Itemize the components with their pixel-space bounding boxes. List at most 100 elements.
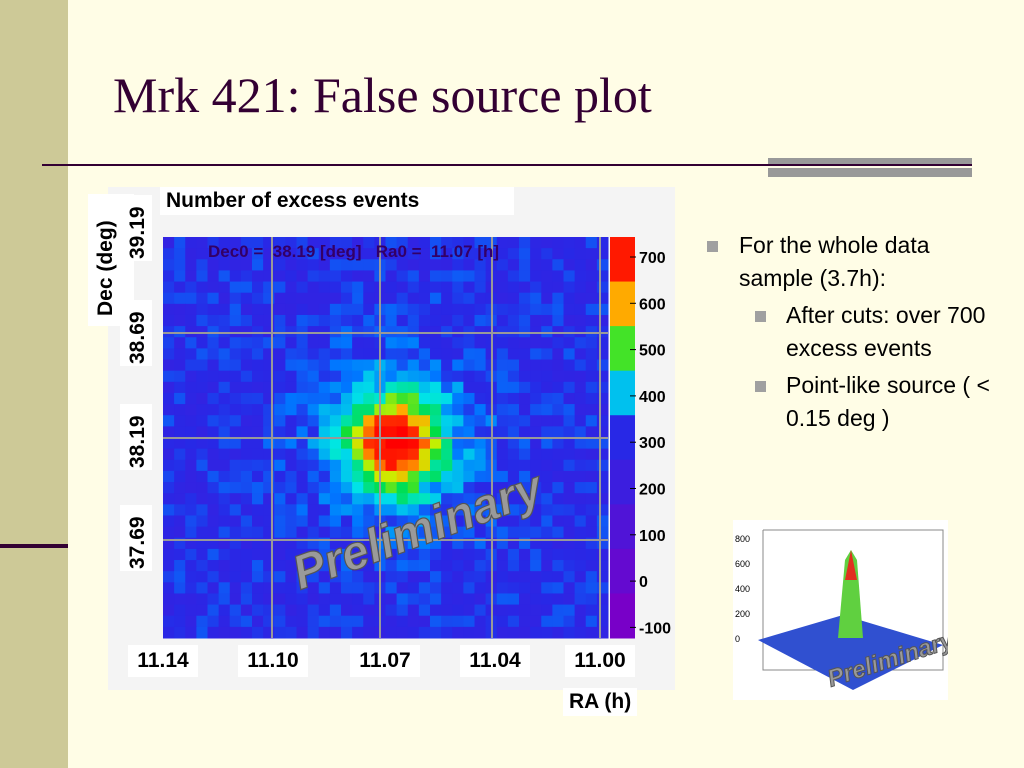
- y-tick-label-box: 37.69: [120, 505, 152, 571]
- heatmap-cell: [296, 292, 309, 305]
- heatmap-cell: [541, 560, 553, 572]
- heatmap-cell: [174, 326, 186, 338]
- heatmap-cell: [207, 526, 220, 539]
- heatmap-cell: [341, 470, 353, 483]
- heatmap-cell: [441, 337, 453, 349]
- heatmap-cell: [519, 392, 531, 405]
- heatmap-cell: [218, 359, 231, 372]
- heatmap-cell: [285, 571, 297, 583]
- inset-z-label: 200: [735, 609, 750, 619]
- heatmap-cell: [285, 459, 297, 472]
- heatmap-cell: [541, 281, 553, 294]
- heatmap-cell: [285, 504, 297, 516]
- heatmap-cell: [363, 515, 375, 528]
- heatmap-cell: [563, 237, 576, 249]
- heatmap-cell: [541, 415, 553, 427]
- heatmap-cell: [530, 326, 542, 338]
- heatmap-cell: [452, 314, 464, 327]
- heatmap-cell: [463, 560, 475, 572]
- heatmap-cell: [207, 370, 220, 383]
- heatmap-cell: [441, 582, 453, 594]
- heatmap-cell: [163, 326, 175, 338]
- heatmap-cell: [274, 448, 286, 461]
- heatmap-cell: [163, 548, 175, 561]
- heatmap-cell: [474, 370, 487, 383]
- heatmap-cell: [174, 493, 186, 505]
- heatmap-cell: [163, 515, 175, 528]
- heatmap-cell: [174, 482, 186, 494]
- heatmap-cell: [563, 348, 576, 361]
- heatmap-cell: [574, 515, 587, 528]
- inset-z-label: 600: [735, 559, 750, 569]
- heatmap-cell: [296, 548, 309, 561]
- heatmap-cell: [474, 426, 487, 438]
- heatmap-cell: [441, 571, 453, 583]
- heatmap-cell: [530, 482, 542, 494]
- heatmap-cell: [541, 459, 553, 472]
- heatmap-cell: [396, 404, 409, 416]
- heatmap-cell: [452, 548, 464, 561]
- y-tick-label-box: 38.19: [120, 404, 152, 470]
- heatmap-cell: [196, 615, 208, 628]
- heatmap-cell: [296, 259, 309, 271]
- heatmap-cell: [519, 415, 531, 427]
- heatmap-cell: [430, 404, 442, 416]
- heatmap-cell: [496, 259, 509, 271]
- heatmap-cell: [229, 281, 242, 294]
- heatmap-cell: [552, 237, 564, 249]
- heatmap-cell: [363, 248, 375, 260]
- heatmap-cell: [329, 626, 342, 639]
- heatmap-cell: [196, 604, 208, 617]
- heatmap-cell: [296, 560, 309, 572]
- heatmap-cell: [163, 537, 175, 550]
- heatmap-cell: [207, 270, 220, 283]
- heatmap-cell: [218, 326, 231, 338]
- heatmap-cell: [174, 314, 186, 327]
- heatmap-cell: [285, 582, 297, 594]
- heatmap-cell: [452, 582, 464, 594]
- heatmap-cell: [452, 493, 464, 505]
- heatmap-cell: [185, 493, 197, 505]
- heatmap-cell: [430, 548, 442, 561]
- heatmap-cell: [441, 303, 453, 316]
- heatmap-cell: [396, 437, 409, 450]
- heatmap-cell: [463, 626, 475, 639]
- heatmap-cell: [407, 548, 420, 561]
- heatmap-cell: [385, 482, 398, 494]
- heatmap-cell: [507, 270, 520, 283]
- heatmap-cell: [196, 237, 208, 249]
- heatmap-cell: [196, 248, 208, 260]
- heatmap-cell: [229, 571, 242, 583]
- heatmap-cell: [207, 437, 220, 450]
- heatmap-cell: [585, 604, 598, 617]
- heatmap-cell: [552, 248, 564, 260]
- y-tick-label-box: 38.69: [120, 300, 152, 366]
- heatmap-cell: [263, 404, 275, 416]
- side-rule: [0, 544, 68, 548]
- heatmap-cell: [207, 314, 220, 327]
- heatmap-cell: [430, 448, 442, 461]
- heatmap-cell: [596, 470, 609, 483]
- heatmap-cell: [563, 526, 576, 539]
- heatmap-cell: [385, 604, 398, 617]
- heatmap-cell: [252, 337, 264, 349]
- heatmap-cell: [552, 470, 564, 483]
- heatmap-cell: [263, 615, 275, 628]
- heatmap-cell: [452, 448, 464, 461]
- heatmap-cell: [552, 392, 564, 405]
- heatmap-cell: [407, 303, 420, 316]
- heatmap-cell: [519, 292, 531, 305]
- heatmap-cell: [196, 392, 208, 405]
- heatmap-cell: [285, 470, 297, 483]
- heatmap-cell: [352, 237, 364, 249]
- heatmap-cell: [163, 448, 175, 461]
- heatmap-cell: [596, 259, 609, 271]
- sub-bullet: Point-like source ( < 0.15 deg ): [739, 369, 1006, 435]
- heatmap-cell: [396, 526, 409, 539]
- heatmap-cell: [596, 437, 609, 450]
- heatmap-cell: [341, 571, 353, 583]
- heatmap-cell: [196, 459, 208, 472]
- heatmap-cell: [263, 593, 275, 606]
- heatmap-cell: [341, 326, 353, 338]
- heatmap-cell: [541, 593, 553, 606]
